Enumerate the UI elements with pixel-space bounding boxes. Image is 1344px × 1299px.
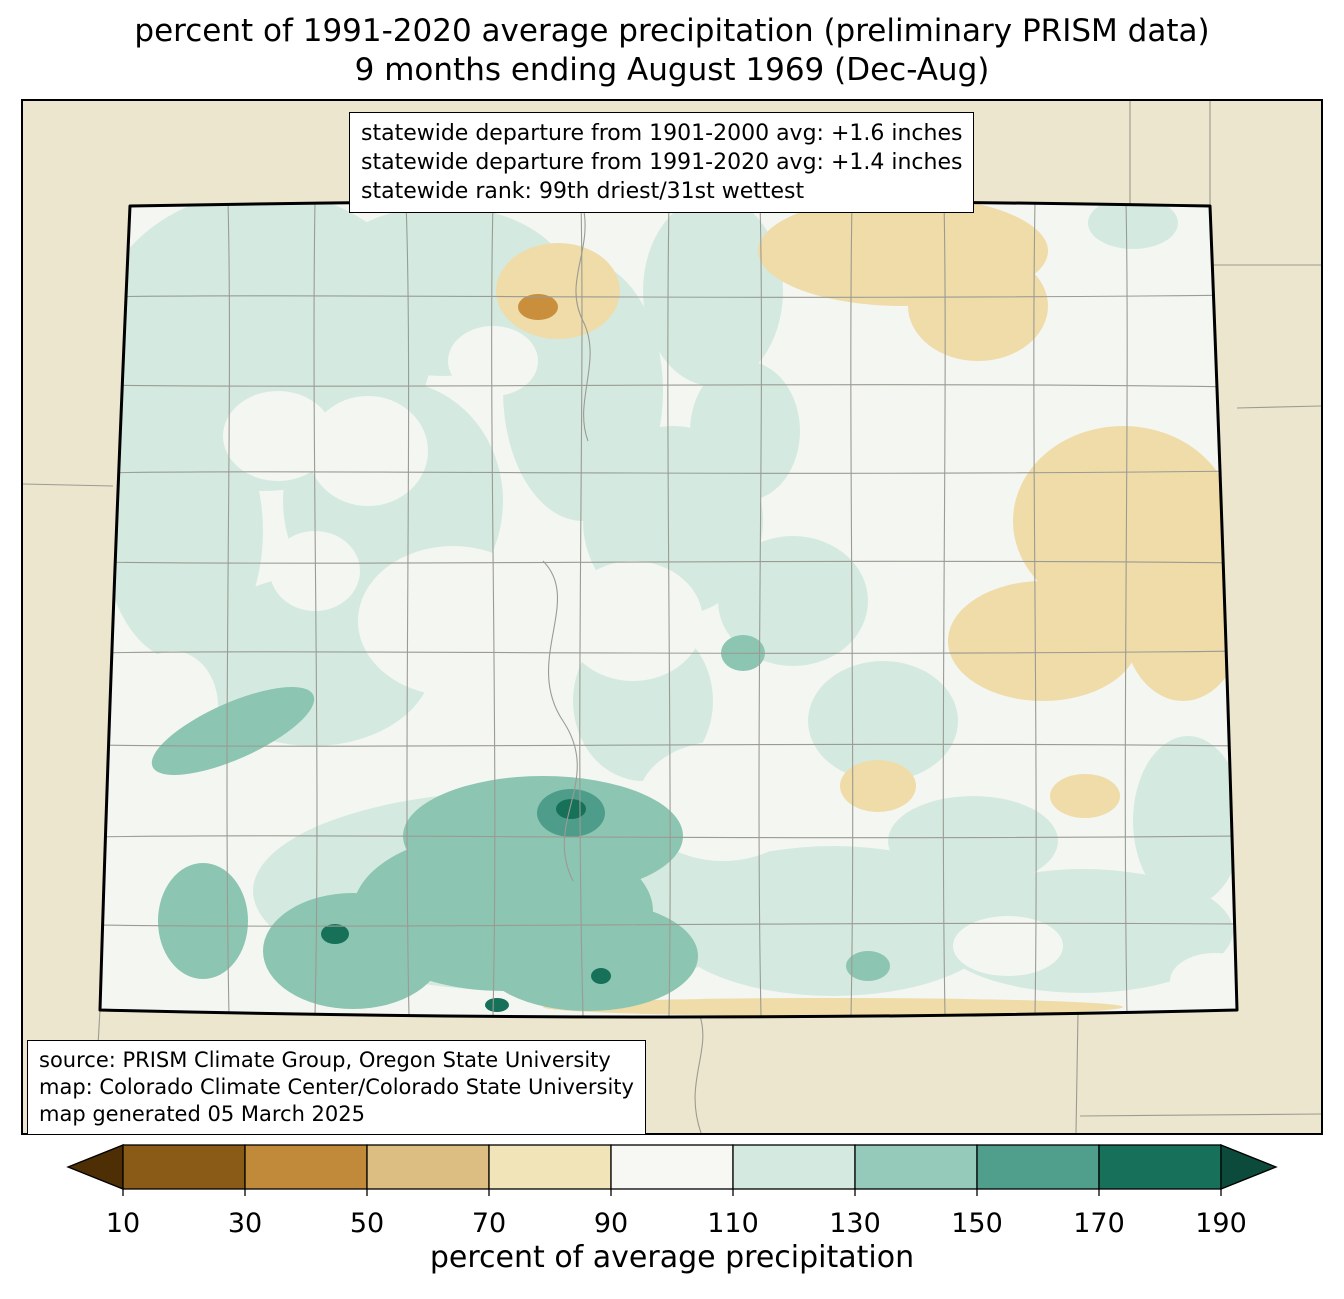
shade-170-190 (321, 799, 611, 1012)
colorbar-segment (976, 1144, 1100, 1190)
map-frame (21, 99, 1323, 1135)
colorbar-left-arrow (66, 1144, 124, 1190)
colorbar-segment (366, 1144, 490, 1190)
county-boundaries (100, 201, 1237, 1017)
colorbar-tick-label: 30 (228, 1208, 262, 1239)
source-line-2: map: Colorado Climate Center/Colorado St… (39, 1075, 634, 1099)
colorbar-tick-label: 10 (106, 1208, 140, 1239)
statewide-stats-box: statewide departure from 1901-2000 avg: … (349, 112, 975, 213)
stats-line-3: statewide rank: 99th driest/31st wettest (361, 179, 805, 204)
figure-title: percent of 1991-2020 average precipitati… (0, 12, 1344, 90)
shade-30-50 (518, 294, 558, 320)
colorbar-tick-label: 110 (707, 1208, 759, 1239)
colorbar-segment (122, 1144, 246, 1190)
colorbar-tick-label: 150 (951, 1208, 1003, 1239)
colorbar-tick-label: 50 (350, 1208, 384, 1239)
colorbar-segment (244, 1144, 368, 1190)
colorbar-segment (732, 1144, 856, 1190)
title-line-1: percent of 1991-2020 average precipitati… (134, 13, 1210, 49)
colorbar-segment (488, 1144, 612, 1190)
colorbar-segment (854, 1144, 978, 1190)
colorado-precipitation-map (23, 101, 1321, 1133)
source-attribution-box: source: PRISM Climate Group, Oregon Stat… (27, 1040, 646, 1135)
stats-line-2: statewide departure from 1991-2020 avg: … (361, 150, 963, 175)
source-line-1: source: PRISM Climate Group, Oregon Stat… (39, 1048, 611, 1072)
shade-130-150 (151, 635, 890, 1011)
title-line-2: 9 months ending August 1969 (Dec-Aug) (354, 52, 990, 88)
colorbar-tick-label: 170 (1073, 1208, 1125, 1239)
colorbar-tick-label: 130 (829, 1208, 881, 1239)
colorbar-right-arrow (1220, 1144, 1278, 1190)
shade-70-90 (496, 201, 1237, 1016)
colorbar: 10 30 50 70 90 110 130 150 170 190 (66, 1144, 1278, 1239)
colorbar-tick-label: 190 (1195, 1208, 1247, 1239)
colorbar-axis-label: percent of average precipitation (429, 1240, 915, 1275)
source-line-3: map generated 05 March 2025 (39, 1102, 366, 1126)
stats-line-1: statewide departure from 1901-2000 avg: … (361, 121, 963, 146)
colorbar-segment (1098, 1144, 1222, 1190)
colorbar-tick-label: 90 (594, 1208, 628, 1239)
shade-90-110 (128, 326, 1237, 1009)
colorbar-container: 10 30 50 70 90 110 130 150 170 190 (66, 1143, 1278, 1243)
precipitation-shading (100, 201, 1237, 1017)
colorbar-segment (610, 1144, 734, 1190)
colorbar-tick-label: 70 (472, 1208, 506, 1239)
